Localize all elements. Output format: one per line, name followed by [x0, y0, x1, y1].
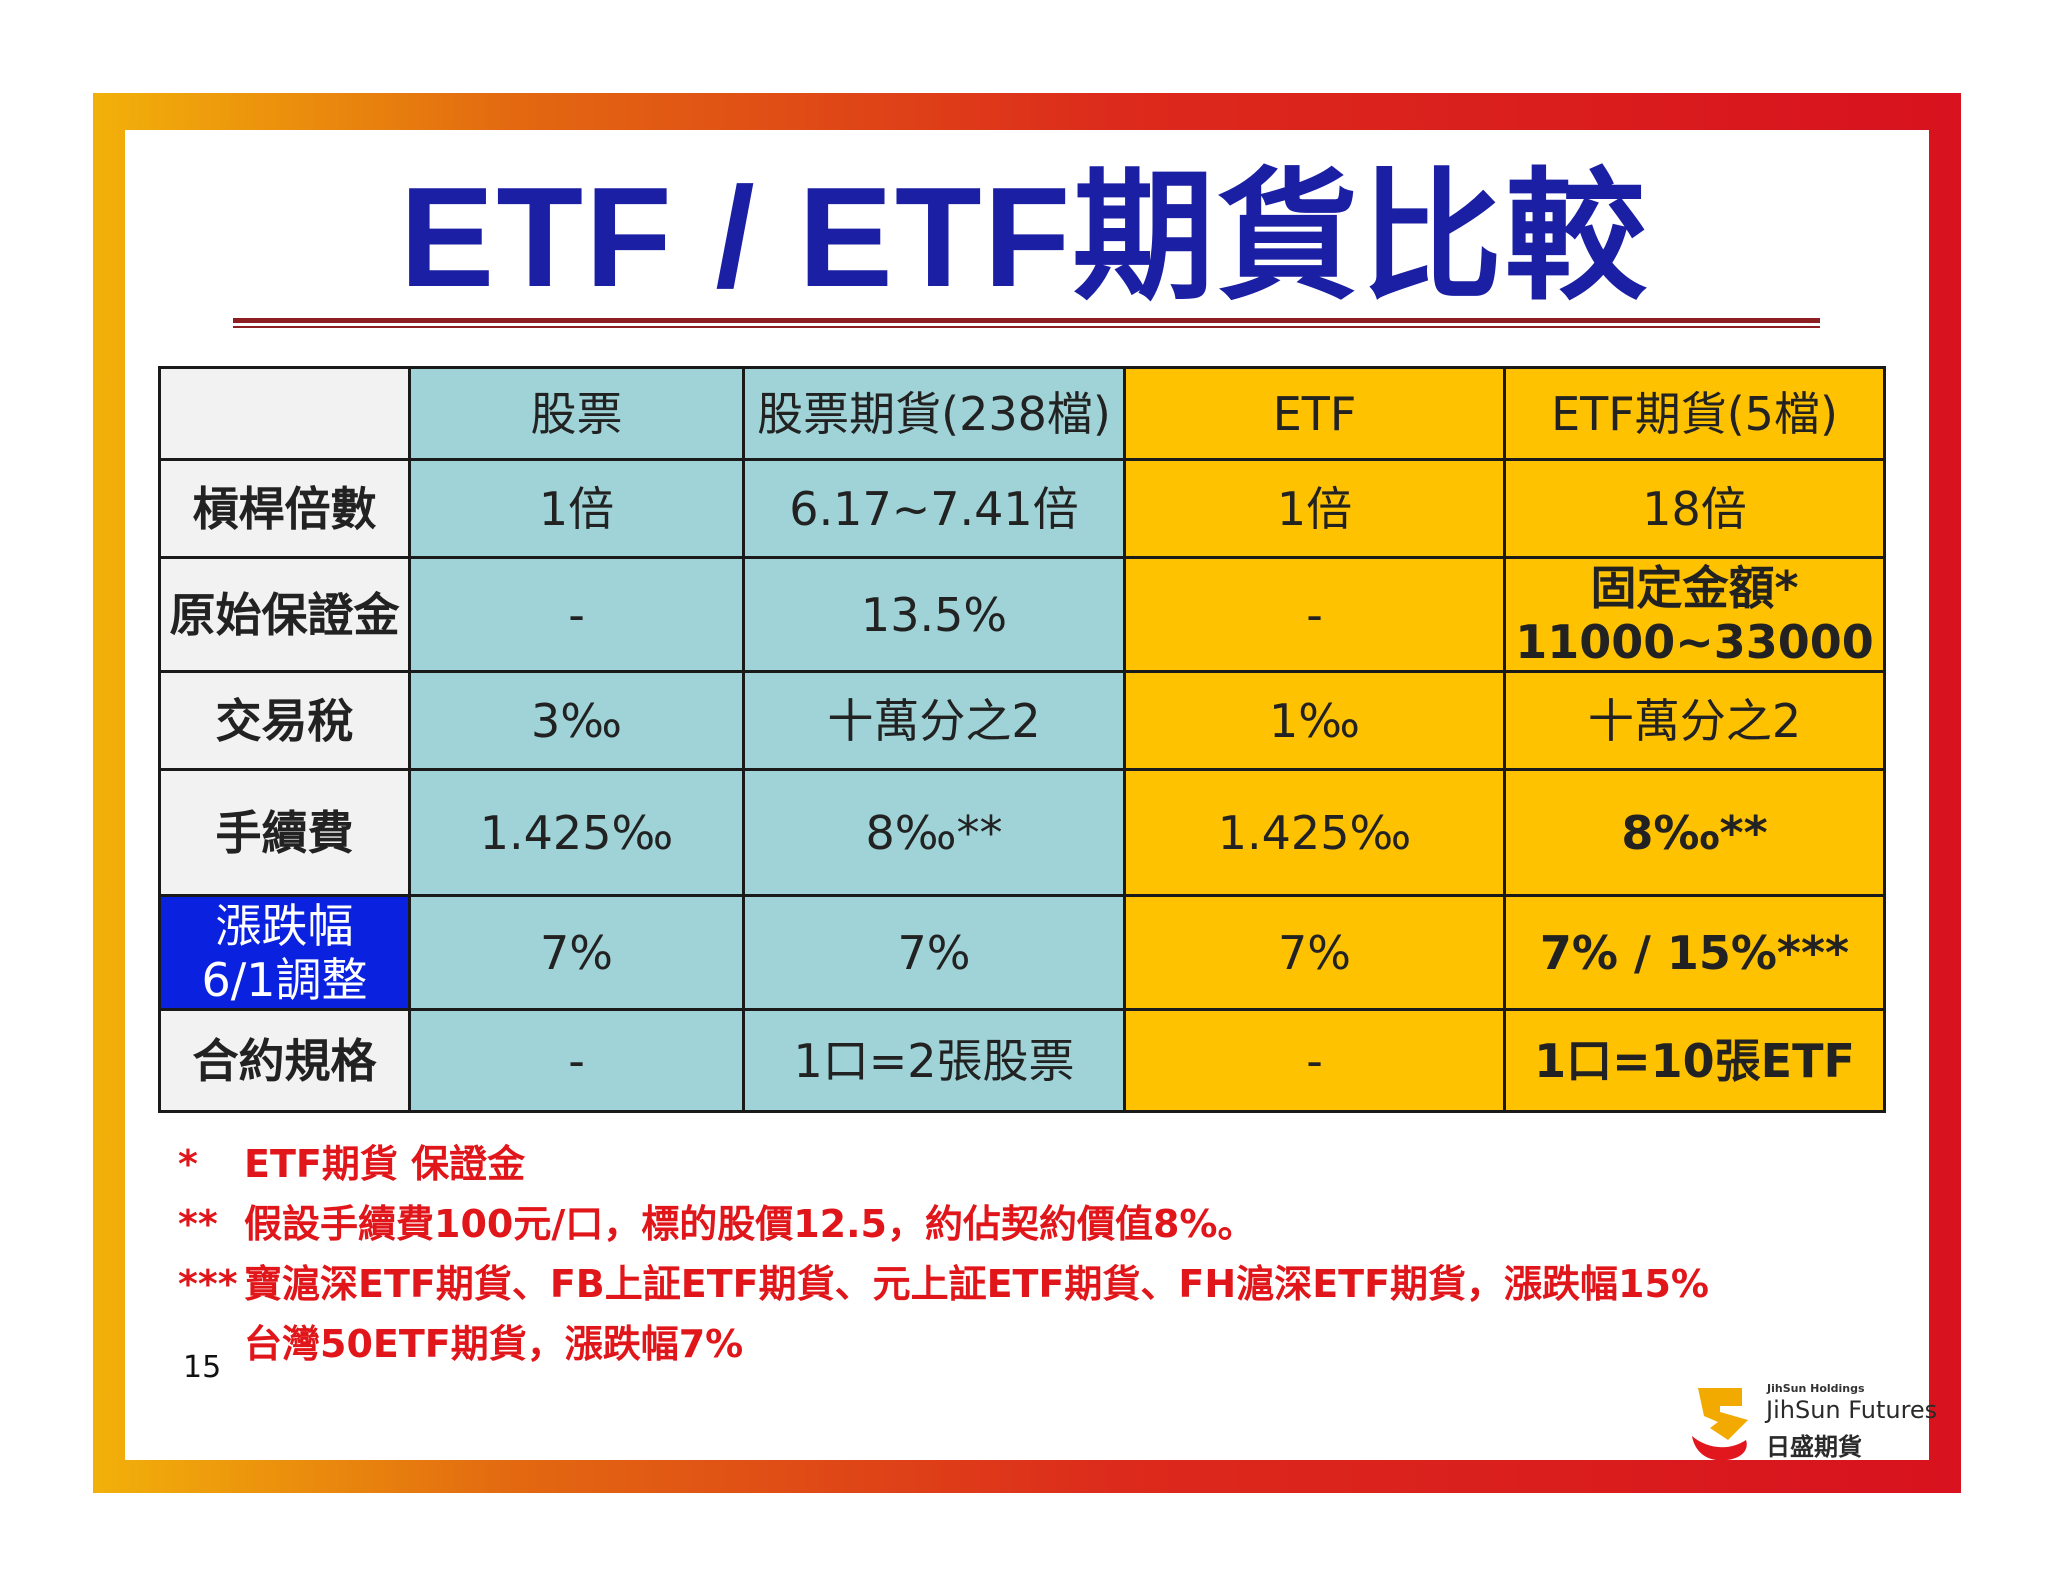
table-cell: 1倍	[1123, 458, 1506, 559]
table-cell: 1倍	[408, 458, 745, 559]
row-label-price-limit: 漲跌幅 6/1調整	[158, 894, 411, 1011]
table-row: 合約規格 - 1口=2張股票 - 1口=10張ETF	[158, 1008, 1886, 1113]
table-cell: 7%	[742, 894, 1126, 1011]
table-cell: 十萬分之2	[1503, 670, 1886, 771]
table-row: 槓桿倍數 1倍 6.17~7.41倍 1倍 18倍	[158, 458, 1886, 559]
table-cell: -	[1123, 556, 1506, 673]
page-number: 15	[183, 1350, 222, 1385]
table-cell: 7%	[1123, 894, 1506, 1011]
table-cell: -	[1123, 1008, 1506, 1113]
table-row: 原始保證金 - 13.5% - 固定金額* 11000~33000	[158, 556, 1886, 673]
header-corner-cell	[158, 366, 411, 461]
footnote-mark: **	[178, 1202, 218, 1246]
row-label-transaction-tax: 交易稅	[158, 670, 411, 771]
row-label-contract-spec: 合約規格	[158, 1008, 411, 1113]
slide-title: ETF / ETF期貨比較	[399, 158, 1649, 317]
table-row: 手續費 1.425‰ 8‰** 1.425‰ 8‰**	[158, 768, 1886, 897]
header-stock: 股票	[408, 366, 745, 461]
price-limit-label: 漲跌幅	[215, 898, 354, 953]
margin-range: 11000~33000	[1515, 614, 1874, 669]
table-cell: 1.425‰	[408, 768, 745, 897]
table-cell: 18倍	[1503, 458, 1886, 559]
table-cell: 8‰**	[742, 768, 1126, 897]
footnote-mark: *	[178, 1142, 198, 1186]
jihsun-logo-icon	[1692, 1388, 1748, 1461]
table-cell: 1.425‰	[1123, 768, 1506, 897]
table-cell: -	[408, 1008, 745, 1113]
footnote-mark: ***	[178, 1262, 238, 1306]
row-label-leverage: 槓桿倍數	[158, 458, 411, 559]
logo-holdings-text: JihSun Holdings	[1767, 1382, 1865, 1395]
table-cell-fixed-margin: 固定金額* 11000~33000	[1503, 556, 1886, 673]
footnote: *** 寶滬深ETF期貨、FB上証ETF期貨、元上証ETF期貨、FH滬深ETF期貨…	[178, 1262, 1709, 1306]
title-underline-thin	[233, 326, 1820, 328]
title-underline	[233, 318, 1820, 323]
fixed-amount-label: 固定金額*	[1590, 560, 1799, 615]
table-cell: 1口=2張股票	[742, 1008, 1126, 1113]
footnote-text: ETF期貨 保證金	[244, 1142, 526, 1186]
adjustment-date-label: 6/1調整	[201, 952, 368, 1007]
table-cell: 1‰	[1123, 670, 1506, 771]
row-label-commission: 手續費	[158, 768, 411, 897]
table-row: 交易稅 3‰ 十萬分之2 1‰ 十萬分之2	[158, 670, 1886, 771]
footnote: 台灣50ETF期貨，漲跌幅7%	[178, 1322, 743, 1366]
row-label-initial-margin: 原始保證金	[158, 556, 411, 673]
table-cell: 7% / 15%***	[1503, 894, 1886, 1011]
footnote-text: 假設手續費100元/口，標的股價12.5，約佔契約價值8%。	[244, 1202, 1256, 1246]
table-cell: 13.5%	[742, 556, 1126, 673]
logo-chinese-name: 日盛期貨	[1766, 1433, 1862, 1461]
comparison-table: 股票 股票期貨(238檔) ETF ETF期貨(5檔) 槓桿倍數 1倍 6.17…	[158, 366, 1886, 1113]
footnote-text: 台灣50ETF期貨，漲跌幅7%	[244, 1322, 744, 1366]
footnote: ** 假設手續費100元/口，標的股價12.5，約佔契約價值8%。	[178, 1202, 1255, 1246]
table-cell: -	[408, 556, 745, 673]
table-cell: 3‰	[408, 670, 745, 771]
header-etf: ETF	[1123, 366, 1506, 461]
table-row: 漲跌幅 6/1調整 7% 7% 7% 7% / 15%***	[158, 894, 1886, 1011]
table-header-row: 股票 股票期貨(238檔) ETF ETF期貨(5檔)	[158, 366, 1886, 461]
header-stock-futures: 股票期貨(238檔)	[742, 366, 1126, 461]
table-cell: 6.17~7.41倍	[742, 458, 1126, 559]
table-cell: 十萬分之2	[742, 670, 1126, 771]
table-cell: 8‰**	[1503, 768, 1886, 897]
table-cell: 7%	[408, 894, 745, 1011]
header-etf-futures: ETF期貨(5檔)	[1503, 366, 1886, 461]
logo-english-name: JihSun Futures	[1766, 1396, 1938, 1424]
footnote-text: 寶滬深ETF期貨、FB上証ETF期貨、元上証ETF期貨、FH滬深ETF期貨，漲跌…	[244, 1262, 1709, 1306]
footnote: * ETF期貨 保證金	[178, 1142, 525, 1186]
jihsun-logo: JihSun Holdings JihSun Futures 日盛期貨	[1688, 1382, 1937, 1462]
table-cell: 1口=10張ETF	[1503, 1008, 1886, 1113]
